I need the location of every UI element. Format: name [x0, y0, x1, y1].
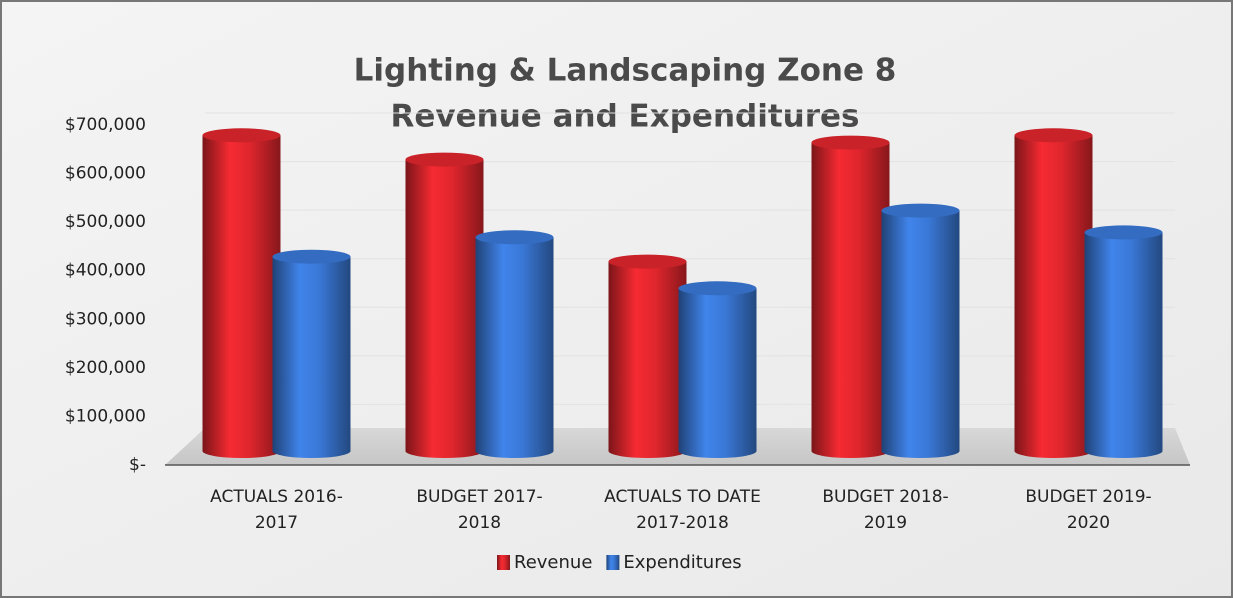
- bar-top: [272, 249, 351, 264]
- y-tick-label: $200,000: [65, 358, 146, 378]
- chart-title: Lighting & Landscaping Zone 8: [354, 53, 897, 89]
- bar-base: [1014, 444, 1093, 458]
- bar-base: [811, 444, 890, 458]
- bar-body: [881, 210, 960, 451]
- y-tick-label: $700,000: [65, 115, 146, 135]
- bar-top: [202, 128, 281, 143]
- bar-body: [608, 261, 687, 451]
- bar-top: [678, 281, 757, 296]
- bar-body: [811, 142, 890, 452]
- chart-subtitle: Revenue and Expenditures: [391, 99, 860, 135]
- bar-top: [608, 254, 687, 269]
- bar-top: [811, 135, 890, 150]
- bar-top: [881, 203, 960, 218]
- x-tick-label: 2018: [458, 513, 501, 533]
- legend-label: Expenditures: [623, 552, 741, 573]
- bar-base: [678, 444, 757, 458]
- x-tick-label: ACTUALS TO DATE: [604, 487, 761, 507]
- y-tick-label: $600,000: [65, 164, 146, 184]
- bar-body: [475, 237, 554, 451]
- bar: [608, 254, 687, 458]
- bar-body: [202, 135, 281, 452]
- bar: [811, 135, 890, 458]
- bar-body: [1084, 232, 1163, 451]
- y-tick-label: $300,000: [65, 309, 146, 329]
- bar-base: [475, 444, 554, 458]
- bar-body: [272, 256, 351, 451]
- x-tick-label: ACTUALS 2016-: [210, 487, 343, 507]
- bar: [475, 230, 554, 458]
- bar-body: [405, 159, 484, 452]
- bar-base: [608, 444, 687, 458]
- bar: [272, 249, 351, 458]
- bar: [678, 281, 757, 458]
- bar: [405, 152, 484, 458]
- bar-base: [202, 444, 281, 458]
- bar-top: [1084, 225, 1163, 240]
- y-tick-label: $100,000: [65, 406, 146, 426]
- bar: [881, 203, 960, 458]
- bar-top: [405, 152, 484, 167]
- bar-top: [475, 230, 554, 245]
- bar-base: [272, 444, 351, 458]
- bar-body: [1014, 135, 1093, 452]
- legend-swatch: [606, 555, 620, 570]
- bar-base: [1084, 444, 1163, 458]
- x-tick-label: 2017-2018: [636, 513, 729, 533]
- y-tick-label: $500,000: [65, 212, 146, 232]
- y-tick-label: $-: [129, 455, 146, 475]
- y-tick-label: $400,000: [65, 261, 146, 281]
- bar: [202, 128, 281, 458]
- x-tick-label: BUDGET 2019-: [1025, 487, 1151, 507]
- bar-top: [1014, 128, 1093, 143]
- x-tick-label: 2020: [1067, 513, 1110, 533]
- bar: [1084, 225, 1163, 458]
- bar-base: [881, 444, 960, 458]
- legend-label: Revenue: [514, 552, 592, 573]
- x-tick-label: BUDGET 2017-: [416, 487, 542, 507]
- x-tick-label: 2019: [864, 513, 907, 533]
- bar: [1014, 128, 1093, 458]
- bar-body: [678, 288, 757, 451]
- legend-swatch: [497, 555, 510, 570]
- x-tick-label: BUDGET 2018-: [822, 487, 948, 507]
- bar-base: [405, 444, 484, 458]
- x-tick-label: 2017: [255, 513, 298, 533]
